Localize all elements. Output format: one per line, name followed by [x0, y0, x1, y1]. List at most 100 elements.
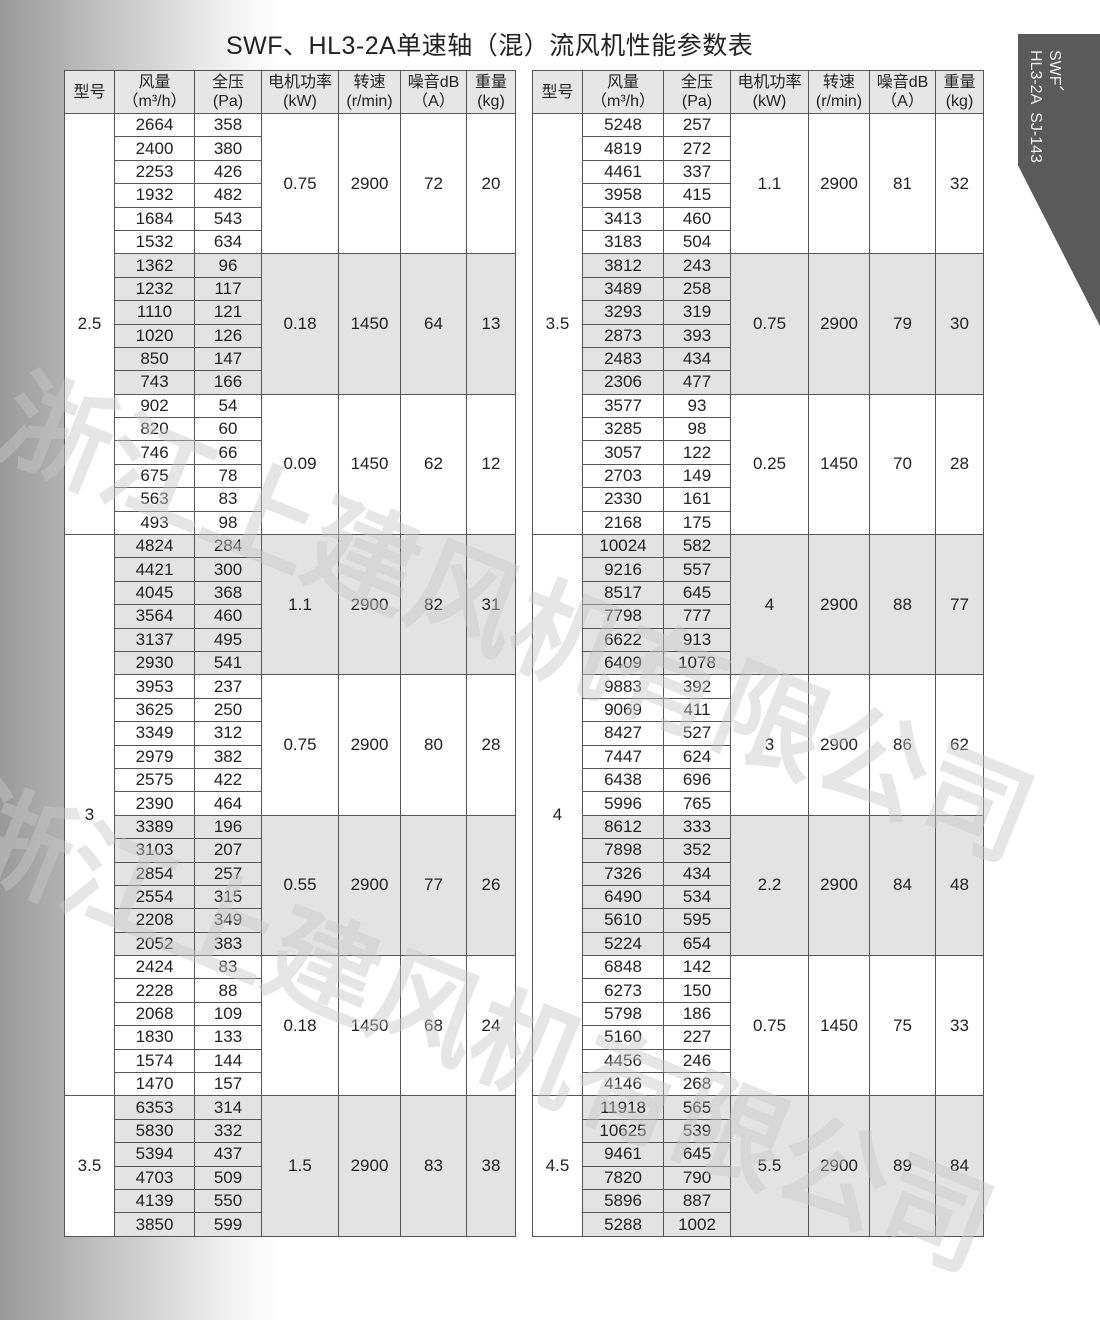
pressure-cell: 383 [194, 931, 262, 957]
speed-cell: 1450 [338, 253, 401, 395]
table-row: 8427 527 [533, 721, 984, 746]
pressure-cell: 332 [194, 1118, 262, 1144]
model-cell: 3.5 [64, 1095, 115, 1237]
table-row: 1362 96 0.18 1450 64 13 [65, 253, 516, 395]
table-row: 3.5 6353 314 1.5 2900 83 38 [64, 1095, 516, 1237]
airflow-cell: 5224 [582, 931, 664, 957]
column-header-title: 风量 [606, 74, 639, 91]
power-cell: 2.2 [730, 814, 809, 957]
column-header-unit: (kW) [752, 93, 787, 110]
table-row: 563 83 [65, 487, 516, 512]
airflow-cell: 1684 [114, 206, 195, 231]
airflow-cell: 11918 [582, 1095, 664, 1120]
table-row: 4146 268 [533, 1072, 984, 1097]
pressure-cell: 117 [194, 276, 262, 302]
column-header-unit: （A） [881, 93, 924, 110]
airflow-cell: 2854 [114, 861, 195, 886]
airflow-cell: 6273 [582, 978, 664, 1003]
noise-cell: 64 [400, 253, 467, 395]
column-header-unit: (r/min) [815, 93, 863, 110]
airflow-cell: 3958 [582, 183, 664, 208]
speed-cell: 2900 [808, 674, 870, 816]
column-header: 重量 (kg) [466, 70, 516, 114]
pressure-cell: 150 [663, 978, 731, 1003]
pressure-cell: 349 [194, 908, 262, 933]
airflow-cell: 8427 [582, 721, 664, 746]
table-row: 3057 122 [533, 440, 984, 465]
table-row: 2330 161 [533, 487, 984, 512]
pressure-cell: 913 [663, 627, 731, 652]
side-tab-line1: SWF、 [1046, 50, 1063, 102]
table-row: 820 60 [65, 417, 516, 442]
pressure-cell: 175 [663, 510, 731, 536]
model-cell: 2.5 [64, 112, 115, 536]
table-row: 5288 1002 [533, 1212, 984, 1237]
noise-cell: 89 [869, 1095, 936, 1237]
table-row: 9216 557 [533, 557, 984, 582]
airflow-cell: 9216 [582, 557, 664, 582]
pressure-cell: 557 [663, 557, 731, 582]
pressure-cell: 300 [194, 557, 262, 582]
weight-cell: 84 [935, 1095, 984, 1237]
airflow-cell: 6622 [582, 627, 664, 652]
table-row: 3293 319 [533, 300, 984, 325]
column-header-unit: (kW) [283, 93, 317, 110]
airflow-cell: 3349 [114, 721, 195, 746]
airflow-cell: 675 [114, 463, 195, 489]
pressure-cell: 550 [194, 1188, 262, 1214]
column-header: 电机功率 (kW) [730, 70, 809, 114]
pressure-cell: 534 [663, 884, 731, 910]
pressure-cell: 207 [194, 838, 262, 863]
airflow-cell: 5798 [582, 1001, 664, 1027]
weight-cell: 28 [935, 393, 984, 536]
airflow-cell: 4824 [114, 534, 195, 559]
column-header-unit: (kg) [945, 93, 974, 110]
airflow-cell: 2208 [114, 908, 195, 933]
pressure-cell: 126 [194, 323, 262, 348]
speed-cell: 1450 [808, 955, 870, 1097]
noise-cell: 72 [400, 112, 467, 255]
pressure-cell: 495 [194, 627, 262, 652]
airflow-cell: 4146 [582, 1072, 664, 1097]
speed-cell: 2900 [338, 534, 401, 676]
power-cell: 1.1 [261, 534, 339, 676]
airflow-cell: 2306 [582, 370, 664, 395]
airflow-cell: 3953 [114, 674, 195, 699]
column-header-title: 重量 [943, 74, 976, 91]
pressure-cell: 539 [663, 1118, 731, 1144]
noise-cell: 81 [869, 112, 936, 255]
table-row: 4045 368 [65, 580, 516, 606]
table-row: 2400 380 [65, 136, 516, 161]
pressure-cell: 790 [663, 1165, 731, 1190]
table-row: 3564 460 [65, 604, 516, 629]
pressure-cell: 88 [194, 978, 262, 1003]
airflow-cell: 2554 [114, 884, 195, 910]
noise-cell: 84 [869, 814, 936, 957]
pressure-cell: 96 [194, 253, 262, 278]
weight-cell: 48 [935, 814, 984, 957]
pressure-cell: 314 [194, 1095, 262, 1120]
table-row: 9461 645 [533, 1142, 984, 1167]
table-row: 5830 332 [65, 1118, 516, 1144]
table-row: 2424 83 0.18 1450 68 24 [65, 955, 516, 1097]
noise-cell: 62 [400, 393, 467, 536]
table-row: 8517 645 [533, 580, 984, 606]
pressure-cell: 411 [663, 697, 731, 723]
table-row: 2703 149 [533, 463, 984, 489]
power-cell: 0.09 [261, 393, 339, 536]
pressure-cell: 133 [194, 1025, 262, 1050]
pressure-cell: 257 [194, 861, 262, 886]
airflow-cell: 820 [114, 417, 195, 442]
table-row: 2979 382 [65, 744, 516, 769]
pressure-cell: 54 [194, 393, 262, 419]
weight-cell: 31 [466, 534, 516, 676]
power-cell: 0.18 [261, 955, 339, 1097]
column-header-title: 重量 [474, 74, 507, 91]
power-cell: 1.1 [730, 112, 809, 255]
pressure-cell: 227 [663, 1025, 731, 1050]
pressure-cell: 315 [194, 884, 262, 910]
airflow-cell: 3850 [114, 1212, 195, 1237]
airflow-cell: 1020 [114, 323, 195, 348]
table-row: 3953 237 0.75 2900 80 28 [65, 674, 516, 816]
weight-cell: 13 [466, 253, 516, 395]
